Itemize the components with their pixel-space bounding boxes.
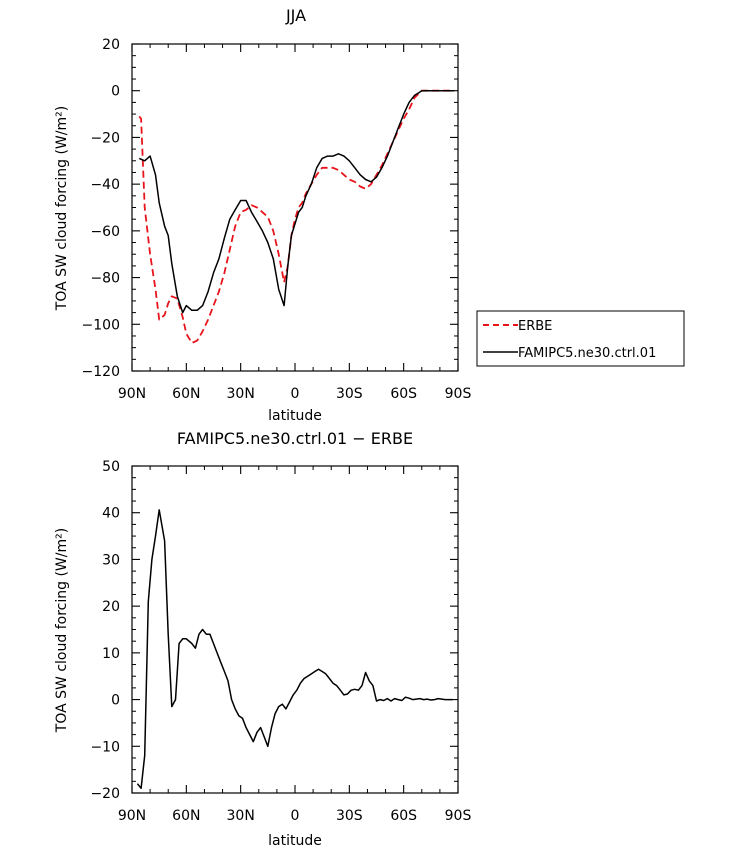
bottom-y-tick-label: 10 [102,646,120,662]
bottom-x-tick-label: 90N [118,808,146,824]
bottom-x-axis-title: latitude [268,833,322,849]
top-panel: JJA −120 −100 −80 −60 −40 −20 0 20 90N 60N 30N 0 30… [54,6,685,424]
legend: ERBE FAMIPC5.ne30.ctrl.01 [476,310,685,367]
bottom-y-tick-label: −10 [90,739,120,755]
top-x-tick-label: 90N [118,386,146,402]
bottom-y-tick-label: −20 [90,786,120,802]
bottom-series-group [136,509,453,790]
bottom-x-axis: 90N 60N 30N 0 30S 60S 90S [118,466,472,824]
top-y-tick-label: −40 [90,177,120,193]
bottom-plot-frame [131,465,459,794]
legend-erbe-label: ERBE [518,319,552,334]
top-y-tick-label: −80 [90,271,120,287]
bottom-y-axis: −20 −10 0 10 20 30 40 50 [90,459,458,802]
legend-frame [476,310,685,367]
bottom-y-tick-label: 30 [102,552,120,568]
top-y-tick-label: 0 [111,84,120,100]
top-y-tick-label: −20 [90,130,120,146]
top-x-axis: 90N 60N 30N 0 30S 60S 90S [118,44,472,402]
legend-model-label: FAMIPC5.ne30.ctrl.01 [518,346,656,361]
bottom-panel: FAMIPC5.ne30.ctrl.01 − ERBE −20 −10 0 10 20 3… [54,429,471,849]
top-x-tick-label: 60N [172,386,200,402]
top-x-tick-label: 90S [445,386,472,402]
top-y-tick-label: −100 [82,317,120,333]
top-y-axis-title: TOA SW cloud forcing (W/m²) [54,106,70,311]
top-y-tick-label: −120 [82,364,120,380]
top-y-tick-label: 20 [102,37,120,53]
top-plot-frame [131,43,459,372]
top-x-tick-label: 60S [390,386,417,402]
bottom-x-tick-label: 30S [336,808,363,824]
bottom-chart-title: FAMIPC5.ne30.ctrl.01 − ERBE [177,429,413,448]
bottom-x-tick-label: 90S [445,808,472,824]
top-x-tick-label: 30S [336,386,363,402]
top-x-axis-title: latitude [268,408,322,424]
top-y-tick-label: −60 [90,224,120,240]
bottom-x-tick-label: 60N [172,808,200,824]
bottom-x-tick-label: 30N [227,808,255,824]
bottom-y-axis-title: TOA SW cloud forcing (W/m²) [54,528,70,733]
bottom-x-tick-label: 60S [390,808,417,824]
bottom-series-line-0 [136,509,453,790]
top-chart-title: JJA [285,6,306,25]
bottom-y-tick-label: 40 [102,506,120,522]
top-series-line-famipc5-ne30-ctrl-01 [138,89,455,314]
top-x-tick-label: 0 [291,386,300,402]
top-y-axis: −120 −100 −80 −60 −40 −20 0 20 [82,37,458,380]
top-series-group [138,89,455,344]
top-x-tick-label: 30N [227,386,255,402]
bottom-x-tick-label: 0 [291,808,300,824]
bottom-y-tick-label: 0 [111,693,120,709]
bottom-y-tick-label: 50 [102,459,120,475]
bottom-y-tick-label: 20 [102,599,120,615]
